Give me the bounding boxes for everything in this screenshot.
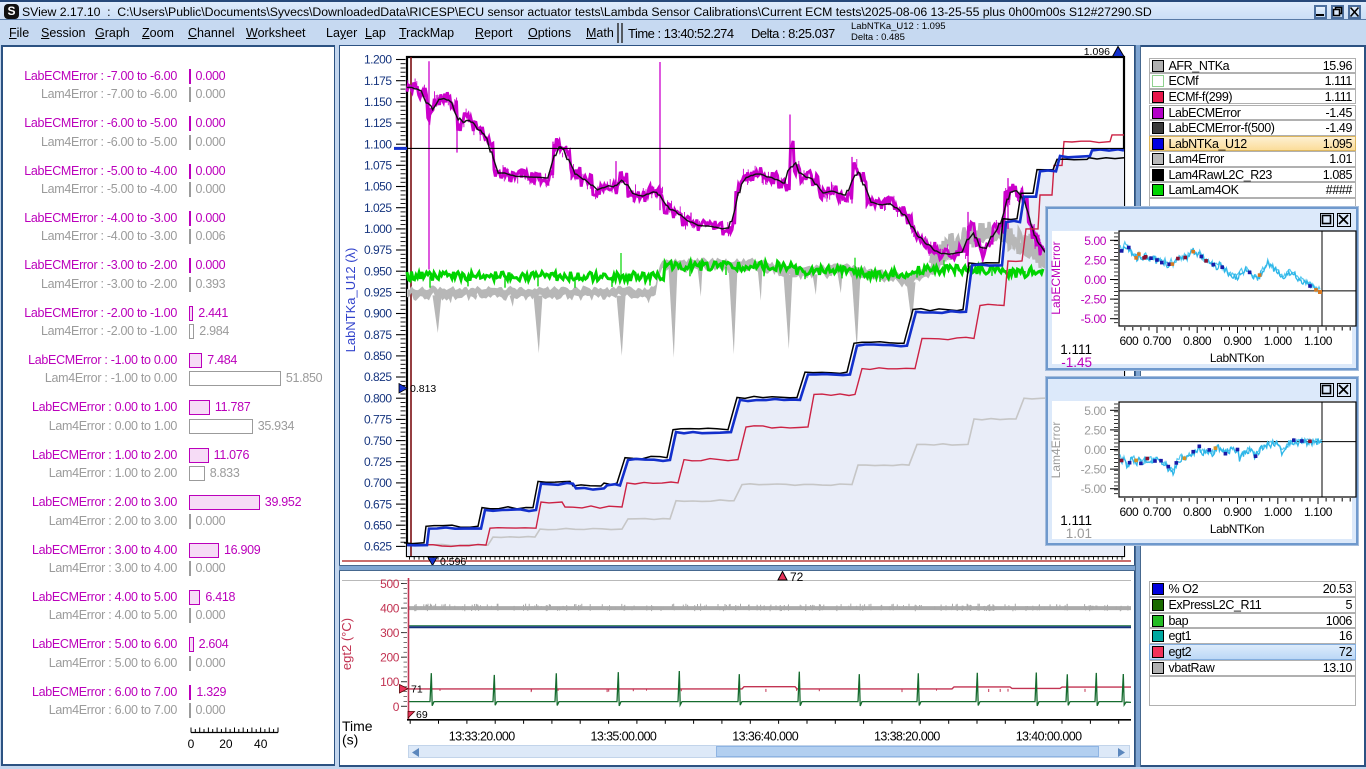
svg-text:Time: Time: [342, 718, 373, 734]
svg-text:2.50: 2.50: [1084, 253, 1106, 267]
svg-text:1.025: 1.025: [364, 201, 392, 215]
svg-text:0: 0: [393, 700, 400, 714]
svg-text:2.50: 2.50: [1084, 423, 1106, 437]
svg-text:0.775: 0.775: [364, 413, 392, 427]
svg-text:LabNTKon: LabNTKon: [1210, 351, 1264, 365]
svg-text:400: 400: [380, 602, 400, 616]
svg-text:40: 40: [254, 737, 268, 751]
svg-text:71: 71: [411, 684, 423, 696]
svg-text:Lam4Error: Lam4Error: [1049, 422, 1063, 479]
svg-text:13:38:20.000: 13:38:20.000: [874, 730, 940, 744]
svg-text:100: 100: [380, 675, 400, 689]
svg-text:72: 72: [790, 570, 804, 584]
svg-text:1.096: 1.096: [1084, 46, 1110, 58]
svg-text:5.00: 5.00: [1084, 234, 1106, 248]
svg-text:13:33:20.000: 13:33:20.000: [449, 730, 515, 744]
svg-text:1.125: 1.125: [364, 116, 392, 130]
svg-text:0.825: 0.825: [364, 370, 392, 384]
svg-text:(s): (s): [342, 732, 358, 748]
svg-text:13:40:00.000: 13:40:00.000: [1016, 730, 1082, 744]
svg-text:600: 600: [1120, 505, 1140, 519]
svg-text:-5.00: -5.00: [1081, 312, 1107, 326]
svg-text:0.900: 0.900: [1223, 505, 1252, 519]
svg-text:1.050: 1.050: [364, 180, 392, 194]
svg-text:1.075: 1.075: [364, 159, 392, 173]
svg-text:500: 500: [380, 577, 400, 591]
svg-text:1.100: 1.100: [1304, 334, 1333, 348]
svg-text:0.800: 0.800: [1183, 505, 1212, 519]
svg-text:13:36:40.000: 13:36:40.000: [732, 730, 798, 744]
svg-text:0.725: 0.725: [364, 455, 392, 469]
svg-text:0: 0: [188, 737, 195, 751]
svg-text:0.700: 0.700: [1143, 505, 1172, 519]
svg-text:1.01: 1.01: [1066, 526, 1092, 541]
svg-text:1.000: 1.000: [1264, 505, 1293, 519]
svg-text:0.850: 0.850: [364, 349, 392, 363]
svg-text:0.950: 0.950: [364, 264, 392, 278]
svg-text:1.175: 1.175: [364, 74, 392, 88]
svg-text:0.700: 0.700: [364, 476, 392, 490]
svg-text:300: 300: [380, 626, 400, 640]
svg-text:0.00: 0.00: [1084, 443, 1106, 457]
svg-text:20: 20: [219, 737, 233, 751]
svg-text:0.700: 0.700: [1143, 334, 1172, 348]
svg-text:1.000: 1.000: [1264, 334, 1293, 348]
svg-text:-5.00: -5.00: [1081, 482, 1107, 496]
svg-text:5.00: 5.00: [1084, 404, 1106, 418]
svg-text:-2.50: -2.50: [1081, 293, 1107, 307]
svg-text:0.750: 0.750: [364, 434, 392, 448]
svg-text:LabNTKa_U12 (λ): LabNTKa_U12 (λ): [343, 248, 358, 353]
svg-text:1.000: 1.000: [364, 222, 392, 236]
svg-text:0.800: 0.800: [1183, 334, 1212, 348]
svg-text:13:35:00.000: 13:35:00.000: [591, 730, 657, 744]
svg-text:0.675: 0.675: [364, 497, 392, 511]
svg-text:0.875: 0.875: [364, 328, 392, 342]
svg-text:egt2 (°C): egt2 (°C): [339, 618, 354, 670]
svg-text:0.650: 0.650: [364, 518, 392, 532]
svg-text:600: 600: [1120, 334, 1140, 348]
svg-text:1.100: 1.100: [364, 137, 392, 151]
svg-text:LabNTKon: LabNTKon: [1210, 522, 1264, 536]
svg-text:0.813: 0.813: [410, 383, 436, 395]
svg-text:0.00: 0.00: [1084, 273, 1106, 287]
svg-text:69: 69: [416, 709, 428, 721]
svg-text:0.900: 0.900: [1223, 334, 1252, 348]
svg-text:0.975: 0.975: [364, 243, 392, 257]
svg-text:0.800: 0.800: [364, 391, 392, 405]
svg-text:200: 200: [380, 651, 400, 665]
svg-text:0.625: 0.625: [364, 540, 392, 554]
svg-text:1.111: 1.111: [1060, 342, 1092, 357]
svg-text:1.100: 1.100: [1304, 505, 1333, 519]
svg-text:1.200: 1.200: [364, 53, 392, 67]
svg-text:0.900: 0.900: [364, 307, 392, 321]
svg-text:LabECMError: LabECMError: [1049, 241, 1063, 314]
svg-text:1.111: 1.111: [1060, 513, 1092, 528]
svg-text:1.150: 1.150: [364, 95, 392, 109]
svg-text:0.925: 0.925: [364, 286, 392, 300]
svg-text:-1.45: -1.45: [1061, 355, 1092, 370]
svg-text:-2.50: -2.50: [1081, 463, 1107, 477]
